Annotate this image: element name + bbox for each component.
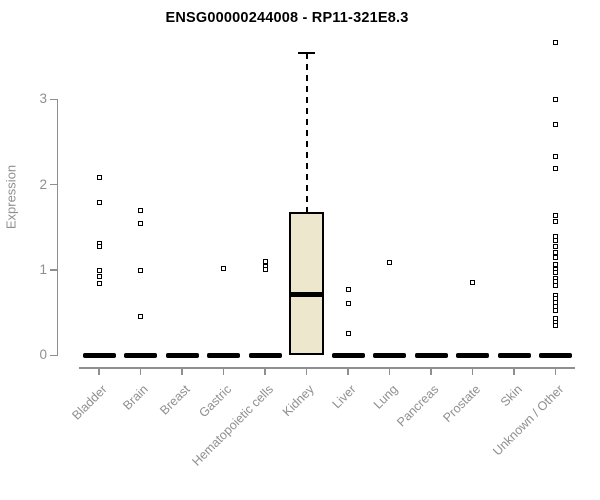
outlier-point — [138, 314, 143, 320]
outlier-point — [345, 287, 351, 293]
x-tick-label: Pancreas — [394, 382, 442, 430]
outlier-point — [553, 218, 558, 224]
outlier-point — [138, 268, 143, 274]
outlier-point — [470, 280, 475, 286]
x-tick-label: Brain — [120, 382, 152, 413]
zero-bar — [373, 352, 406, 358]
y-axis-line — [56, 99, 58, 357]
x-tick — [471, 367, 474, 375]
outlier-point — [345, 330, 351, 336]
zero-bar — [414, 352, 448, 358]
median-line — [289, 292, 324, 298]
x-tick-label: Bladder — [69, 382, 110, 423]
outlier-point — [553, 238, 558, 244]
x-tick — [264, 367, 266, 375]
outlier-point — [262, 266, 268, 272]
zero-bar — [248, 352, 282, 358]
outlier-point — [553, 282, 558, 288]
y-tick-label: 1 — [39, 261, 47, 277]
outlier-point — [221, 265, 226, 271]
chart-title: ENSG00000244008 - RP11-321E8.3 — [165, 10, 409, 26]
y-tick — [49, 98, 57, 101]
x-tick — [554, 367, 557, 375]
zero-bar — [331, 352, 365, 358]
x-tick-label: Liver — [329, 382, 359, 412]
outlier-point — [96, 274, 102, 280]
x-tick — [347, 367, 349, 375]
x-tick — [430, 367, 432, 375]
x-axis-line — [79, 367, 575, 369]
x-tick — [305, 367, 308, 375]
x-tick-label: Gastric — [196, 382, 235, 421]
x-tick-label: Unknown / Other — [489, 382, 567, 459]
outlier-point — [553, 96, 558, 102]
zero-bar — [165, 352, 199, 358]
y-tick-label: 0 — [39, 347, 47, 363]
outlier-point — [553, 308, 558, 314]
outlier-point — [387, 259, 392, 265]
outlier-point — [96, 268, 102, 274]
x-tick — [181, 367, 183, 375]
outlier-point — [345, 300, 351, 306]
outlier-point — [96, 200, 102, 206]
y-tick — [49, 269, 57, 271]
x-tick — [98, 367, 100, 375]
zero-bar — [539, 352, 572, 358]
box — [289, 211, 324, 356]
outlier-point — [262, 258, 268, 264]
zero-bar — [207, 352, 240, 358]
x-tick-label: Kidney — [280, 382, 318, 420]
zero-bar — [82, 352, 116, 358]
outlier-point — [553, 254, 558, 260]
x-tick-label: Hematopoietic cells — [189, 382, 276, 469]
whisker-cap — [298, 52, 315, 55]
outlier-point — [553, 40, 558, 46]
outlier-point — [553, 153, 558, 159]
outlier-point — [138, 220, 143, 226]
outlier-point — [96, 281, 102, 287]
outlier-point — [553, 243, 558, 249]
x-tick — [139, 367, 142, 375]
zero-bar — [497, 352, 531, 358]
outlier-point — [96, 243, 102, 249]
x-tick — [388, 367, 391, 375]
x-tick-label: Skin — [497, 382, 525, 410]
outlier-point — [96, 175, 102, 181]
whisker-line — [305, 53, 308, 212]
outlier-point — [553, 165, 558, 171]
x-tick — [513, 367, 515, 375]
outlier-point — [138, 207, 143, 213]
y-tick-label: 3 — [39, 91, 47, 107]
y-tick — [49, 354, 57, 357]
y-tick-label: 2 — [39, 176, 47, 192]
outlier-point — [553, 212, 558, 218]
outlier-point — [553, 270, 558, 276]
y-tick — [49, 183, 57, 186]
outlier-point — [553, 122, 558, 128]
outlier-point — [553, 322, 558, 328]
zero-bar — [124, 352, 157, 358]
zero-bar — [456, 352, 489, 358]
x-tick-label: Prostate — [440, 382, 484, 426]
x-tick-label: Breast — [157, 382, 193, 418]
x-tick — [222, 367, 225, 375]
x-tick-label: Lung — [370, 382, 401, 412]
